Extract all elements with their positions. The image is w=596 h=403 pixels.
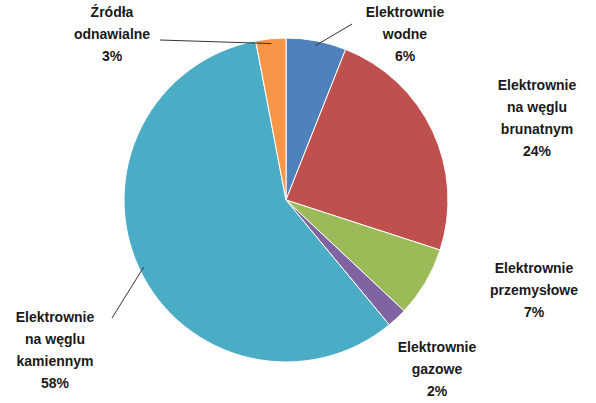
svg-text:Źródłaodnawialne3%: Źródłaodnawialne3% bbox=[74, 4, 150, 64]
svg-text:Elektrowniena węglukamiennym58: Elektrowniena węglukamiennym58% bbox=[16, 309, 95, 391]
svg-text:Elektrownieprzemysłowe7%: Elektrownieprzemysłowe7% bbox=[490, 260, 578, 320]
svg-text:Elektrowniena węglubrunatnym24: Elektrowniena węglubrunatnym24% bbox=[498, 77, 577, 159]
svg-text:Elektrowniewodne6%: Elektrowniewodne6% bbox=[366, 4, 445, 64]
svg-text:Elektrowniegazowe2%: Elektrowniegazowe2% bbox=[398, 339, 477, 399]
